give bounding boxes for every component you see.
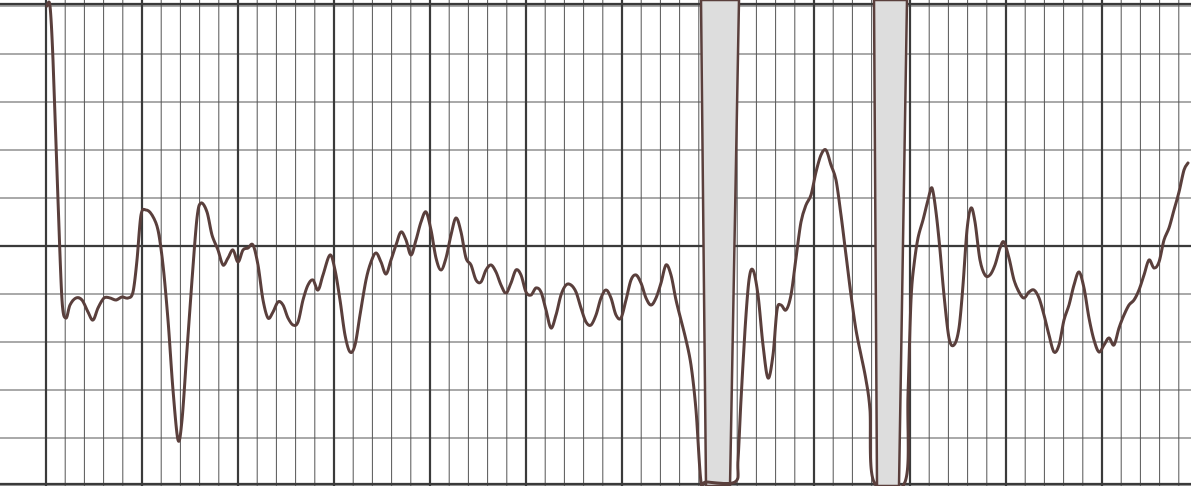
pacer-spikes — [699, 0, 909, 486]
ecg-trace — [45, 0, 1190, 486]
pacer-spike-1 — [699, 0, 741, 486]
pacer-spike-2 — [872, 0, 909, 486]
